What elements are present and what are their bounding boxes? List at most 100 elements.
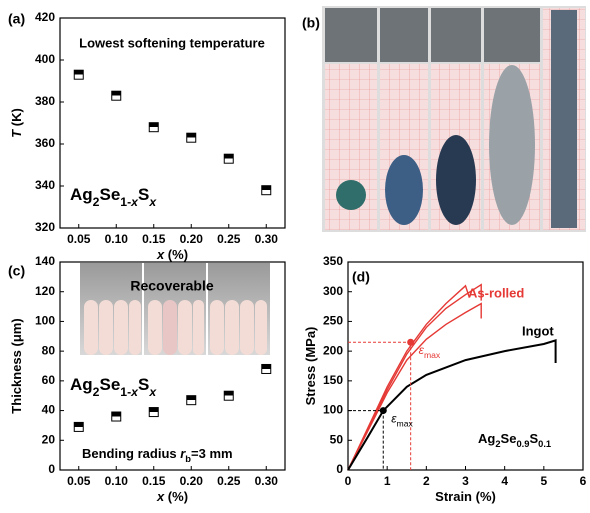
x-tick-label: 0.30: [255, 232, 279, 246]
formula-part: 0.1: [538, 439, 551, 449]
annotation-part: b: [185, 454, 191, 464]
point: [407, 338, 415, 346]
formula-part: S: [529, 431, 538, 446]
formula-part: x: [148, 195, 157, 209]
y-tick-label: 420: [35, 10, 55, 24]
annotation: Lowest softening temperature: [79, 35, 265, 50]
point-label-part: ε: [391, 412, 397, 426]
panel-label: (b): [302, 15, 320, 31]
y-tick-label: 0: [336, 462, 343, 476]
marker: [261, 185, 272, 196]
x-tick-label: 0.20: [180, 232, 204, 246]
point-label: εmax: [391, 412, 413, 429]
series-label: As-rolled: [468, 285, 524, 300]
y-tick-label: 50: [330, 432, 344, 446]
x-axis-label: x (%): [156, 247, 188, 262]
formula-part: Se: [99, 375, 120, 394]
annotation: Bending radius rb=3 mm: [82, 446, 233, 464]
formula-part: x: [148, 385, 157, 399]
formula: Ag2Se1-xSx: [70, 375, 157, 399]
annotation-part: =3 mm: [191, 446, 233, 461]
y-tick-label: 20: [42, 432, 56, 446]
x-axis-label: Strain (%): [435, 489, 496, 504]
formula-part: x: [130, 195, 139, 209]
y-tick-label: 250: [323, 314, 343, 328]
y-tick-label: 400: [35, 52, 55, 66]
formula-part: 2: [495, 439, 500, 449]
formula-part: S: [138, 185, 149, 204]
bending-photo: [80, 263, 270, 355]
series-label: Ingot: [522, 323, 554, 338]
y-axis-label: Thickness (μm): [9, 318, 24, 413]
formula-part: Ag: [70, 185, 93, 204]
formula-part: 2: [93, 195, 100, 209]
formula-part: 2: [93, 385, 100, 399]
marker: [186, 132, 197, 143]
y-tick-label: 100: [35, 314, 55, 328]
annotation-part: r: [180, 446, 186, 461]
x-tick-label: 3: [462, 474, 469, 488]
formula-part: 1-: [120, 195, 131, 209]
x-tick-label: 1: [384, 474, 391, 488]
y-tick-label: 320: [35, 220, 55, 234]
x-axis-label-part: x: [156, 247, 165, 262]
marker: [223, 390, 234, 401]
x-tick-label: 0.15: [142, 474, 166, 488]
curve: [347, 339, 557, 471]
x-tick-label: 4: [501, 474, 508, 488]
plot-frame: [59, 17, 286, 229]
formula-part: Se: [99, 185, 120, 204]
x-tick-label: 0.20: [180, 474, 204, 488]
formula-part: Ag: [70, 375, 93, 394]
y-tick-label: 200: [323, 343, 343, 357]
x-axis-label-part: (%): [164, 489, 188, 504]
formula-part: Ag: [478, 431, 495, 446]
point-label: εmax: [419, 343, 441, 360]
y-tick-label: 0: [48, 462, 55, 476]
y-tick-label: 340: [35, 178, 55, 192]
x-tick-label: 0.05: [67, 232, 91, 246]
y-axis-label-part: (K): [9, 108, 24, 130]
x-tick-label: 0: [345, 474, 352, 488]
x-tick-label: 6: [580, 474, 587, 488]
x-tick-label: 0.25: [217, 474, 241, 488]
x-axis-label-part: (%): [164, 247, 188, 262]
formula: Ag2Se0.9S0.1: [478, 431, 551, 449]
formula-part: 1-: [120, 385, 131, 399]
plot-frame: [59, 261, 286, 471]
y-tick-label: 150: [323, 373, 343, 387]
y-axis-label: T (K): [9, 108, 24, 138]
y-axis-label-part: Thickness (μm): [9, 318, 24, 413]
x-tick-label: 2: [423, 474, 430, 488]
point: [379, 407, 387, 415]
curve: [347, 284, 471, 471]
y-tick-label: 300: [323, 284, 343, 298]
y-axis-label: Stress (MPa): [303, 327, 318, 406]
x-tick-label: 0.15: [142, 232, 166, 246]
y-tick-label: 40: [42, 403, 56, 417]
annotation-part: Bending radius: [82, 446, 180, 461]
formula: Ag2Se1-xSx: [70, 185, 157, 209]
marker: [223, 153, 234, 164]
marker: [111, 411, 122, 422]
y-tick-label: 100: [323, 403, 343, 417]
y-axis-label-part: Stress (MPa): [303, 327, 318, 406]
curve: [347, 302, 482, 471]
x-axis-label-part: x: [156, 489, 165, 504]
x-tick-label: 0.05: [67, 474, 91, 488]
marker: [111, 90, 122, 101]
annotation: Recoverable: [130, 278, 213, 294]
formula-part: x: [130, 385, 139, 399]
point-label-part: max: [424, 351, 441, 361]
x-tick-label: 0.30: [255, 474, 279, 488]
x-tick-label: 0.10: [105, 232, 129, 246]
formula-part: S: [138, 375, 149, 394]
curve: [347, 283, 482, 471]
marker: [186, 395, 197, 406]
marker: [73, 421, 84, 432]
marker: [261, 363, 272, 374]
x-axis-label: x (%): [156, 489, 188, 504]
point-label-part: ε: [419, 343, 425, 357]
x-axis-label-part: Strain (%): [435, 489, 496, 504]
y-tick-label: 60: [42, 373, 56, 387]
